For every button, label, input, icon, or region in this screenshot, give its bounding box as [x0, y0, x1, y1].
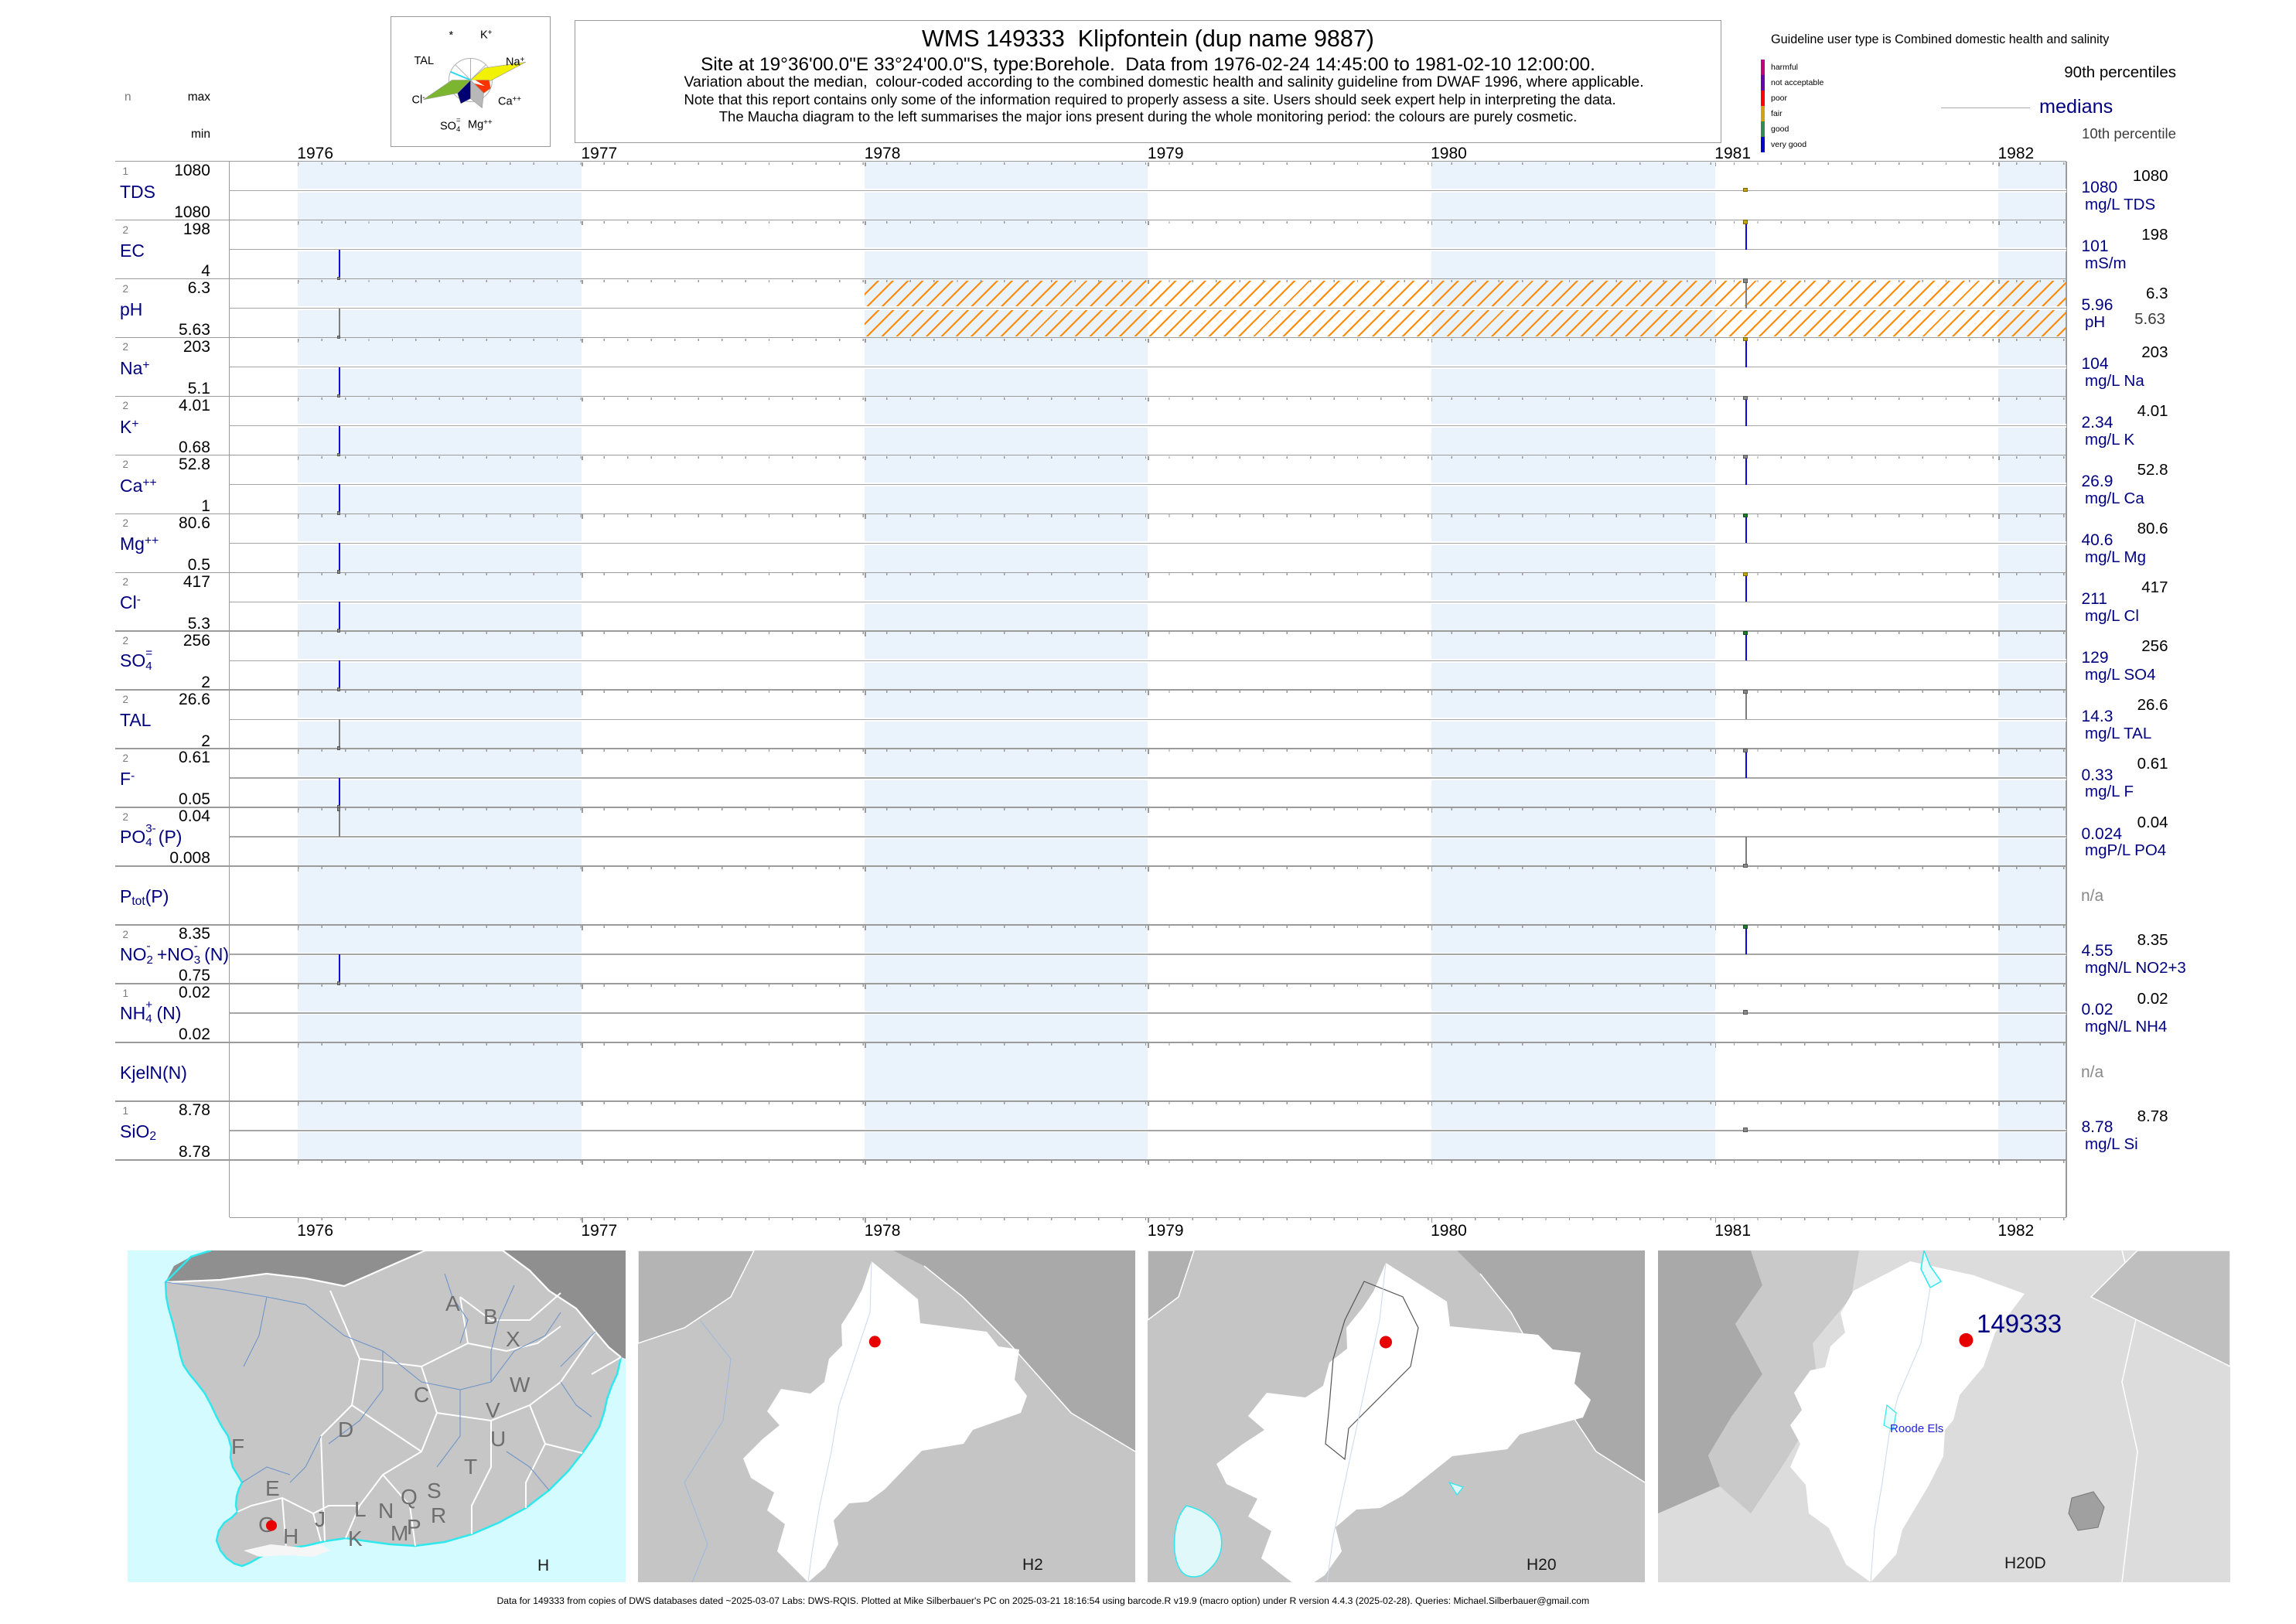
- svg-text:M: M: [391, 1521, 408, 1545]
- svg-text:S: S: [427, 1479, 442, 1503]
- svg-text:H20D: H20D: [2004, 1554, 2046, 1572]
- svg-text:F: F: [231, 1435, 244, 1459]
- svg-text:N: N: [378, 1499, 394, 1523]
- svg-text:H: H: [537, 1557, 549, 1575]
- svg-text:149333: 149333: [1977, 1309, 2062, 1338]
- svg-text:Q: Q: [401, 1485, 418, 1509]
- svg-text:H: H: [283, 1524, 299, 1548]
- svg-text:Roode Els: Roode Els: [1890, 1422, 1943, 1435]
- svg-text:E: E: [265, 1476, 280, 1500]
- svg-text:J: J: [315, 1507, 326, 1531]
- svg-text:C: C: [414, 1383, 429, 1407]
- svg-text:U: U: [490, 1427, 506, 1451]
- svg-text:P: P: [407, 1515, 421, 1539]
- svg-text:H20: H20: [1527, 1556, 1557, 1574]
- svg-text:V: V: [486, 1398, 500, 1422]
- svg-text:D: D: [338, 1418, 353, 1441]
- svg-text:A: A: [445, 1291, 460, 1315]
- svg-text:W: W: [510, 1373, 531, 1397]
- svg-text:R: R: [431, 1503, 446, 1527]
- svg-text:X: X: [506, 1327, 520, 1351]
- svg-text:T: T: [464, 1455, 477, 1479]
- svg-text:B: B: [483, 1305, 498, 1329]
- svg-text:H2: H2: [1022, 1556, 1043, 1574]
- svg-text:L: L: [354, 1497, 367, 1521]
- svg-text:K: K: [348, 1527, 363, 1551]
